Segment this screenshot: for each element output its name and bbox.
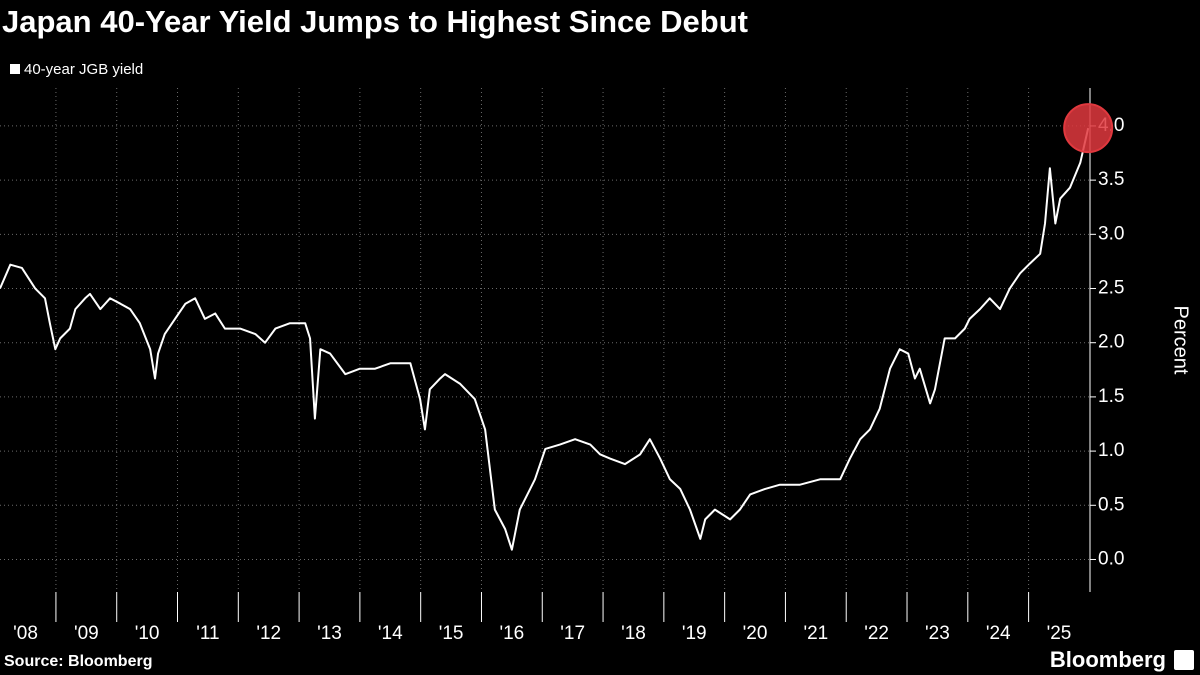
y-tick-label: 0.5 (1098, 494, 1124, 515)
y-tick-label: 3.0 (1098, 223, 1124, 244)
x-tick-label: '17 (560, 623, 585, 644)
x-tick-label: '12 (256, 623, 281, 644)
legend-label: 40-year JGB yield (24, 61, 143, 78)
highlight-circle (1063, 103, 1114, 154)
x-tick-label: '16 (499, 623, 524, 644)
x-tick-label: '23 (925, 623, 950, 644)
x-tick-label: '08 (13, 623, 38, 644)
x-tick-label: '10 (135, 623, 160, 644)
y-axis-title: Percent (1170, 306, 1192, 375)
x-tick-label: '21 (803, 623, 828, 644)
x-tick-label: '25 (1047, 623, 1072, 644)
chart-title: Japan 40-Year Yield Jumps to Highest Sin… (2, 4, 748, 39)
x-tick-label: '09 (74, 623, 99, 644)
y-tick-label: 3.5 (1098, 169, 1124, 190)
brand: Bloomberg (1050, 647, 1166, 672)
x-tick-label: '13 (317, 623, 342, 644)
x-tick-label: '11 (196, 623, 219, 644)
x-tick-label: '15 (439, 623, 464, 644)
x-tick-label: '19 (682, 623, 707, 644)
brand-icon (1174, 650, 1194, 670)
series-line (0, 127, 1090, 551)
legend-swatch (10, 64, 20, 74)
x-tick-label: '20 (743, 623, 768, 644)
x-tick-label: '14 (378, 623, 403, 644)
source: Source: Bloomberg (4, 653, 152, 670)
x-tick-label: '24 (986, 623, 1011, 644)
x-tick-label: '18 (621, 623, 646, 644)
y-tick-label: 1.5 (1098, 386, 1124, 407)
y-tick-label: 2.0 (1098, 332, 1124, 353)
y-tick-label: 0.0 (1098, 548, 1124, 569)
y-tick-label: 2.5 (1098, 278, 1124, 299)
x-tick-label: '22 (864, 623, 889, 644)
y-tick-label: 1.0 (1098, 440, 1124, 461)
